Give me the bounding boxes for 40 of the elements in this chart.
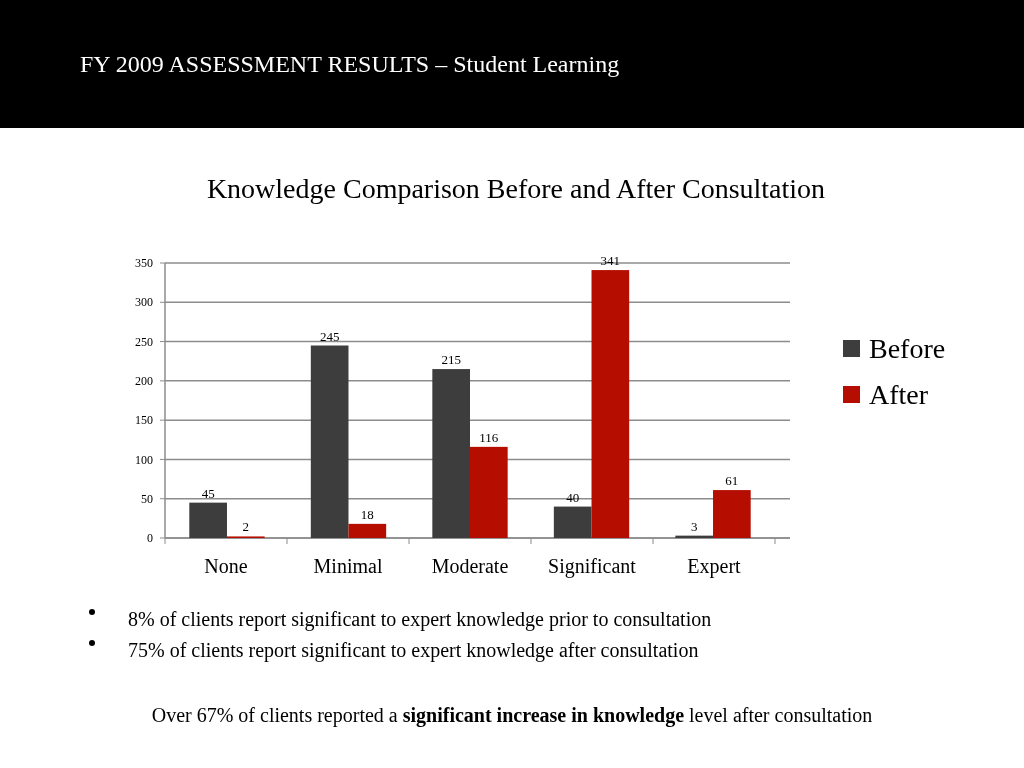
chart-subtitle: Knowledge Comparison Before and After Consultation bbox=[206, 173, 826, 204]
y-tick-label: 350 bbox=[135, 256, 153, 271]
data-label: 245 bbox=[319, 328, 340, 344]
bar bbox=[591, 270, 630, 538]
x-tick-label: Expert bbox=[687, 555, 742, 578]
y-tick-label: 50 bbox=[141, 491, 153, 506]
data-label: 215 bbox=[441, 352, 461, 368]
text: level after consultation bbox=[684, 704, 873, 726]
data-label: 341 bbox=[600, 253, 621, 269]
legend-label: Before bbox=[869, 333, 946, 364]
bar bbox=[713, 490, 751, 538]
data-label: 61 bbox=[725, 473, 739, 489]
y-tick-label: 0 bbox=[147, 531, 153, 546]
x-tick-label: Significant bbox=[548, 555, 637, 578]
data-label: 3 bbox=[690, 518, 698, 534]
data-label: 18 bbox=[360, 506, 374, 522]
y-tick-label: 250 bbox=[135, 334, 153, 349]
text: 75% of clients report significant to expert knowledge after consultation bbox=[128, 639, 699, 662]
data-label: 116 bbox=[479, 429, 499, 445]
data-label: 40 bbox=[566, 489, 580, 505]
chart-title: FY 2009 ASSESSMENT RESULTS – Student Learning bbox=[80, 51, 620, 77]
bar bbox=[470, 446, 508, 538]
data-label: 45 bbox=[201, 485, 215, 501]
bar bbox=[553, 506, 592, 538]
bar bbox=[310, 345, 349, 538]
y-tick-label: 150 bbox=[135, 413, 153, 428]
y-tick-label: 300 bbox=[135, 295, 153, 310]
y-tick-label: 200 bbox=[135, 374, 153, 389]
x-tick-label: None bbox=[204, 555, 248, 577]
data-label: 2 bbox=[242, 519, 250, 535]
text: significant increase in knowledge bbox=[397, 704, 685, 727]
bar bbox=[189, 502, 227, 538]
legend-label: After bbox=[869, 379, 929, 410]
bar bbox=[432, 369, 470, 538]
y-tick-label: 100 bbox=[135, 452, 153, 467]
x-tick-label: Moderate bbox=[431, 555, 509, 577]
text: 8% of clients report significant to expert knowledge prior to consultation bbox=[128, 608, 712, 631]
text: Over 67% of clients reported a bbox=[151, 704, 398, 727]
x-tick-label: Minimal bbox=[313, 555, 383, 577]
bar bbox=[348, 523, 387, 538]
